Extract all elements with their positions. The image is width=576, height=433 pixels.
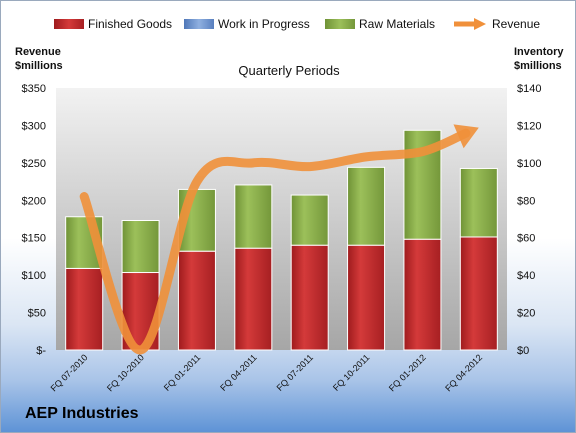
legend-item-finished-goods: Finished Goods (54, 17, 172, 31)
right-axis-title: Inventory $millions (514, 45, 564, 73)
left-axis-title-line1: Revenue (15, 46, 61, 58)
left-tick-label: $350 (22, 83, 46, 95)
legend-label-revenue: Revenue (492, 17, 541, 31)
right-axis-title-line1: Inventory (514, 46, 564, 58)
category-label: FQ 10-2010 (105, 352, 146, 393)
bar-finished-goods-4 (234, 247, 273, 351)
legend-swatch-raw-materials (325, 19, 355, 29)
legend-item-revenue: Revenue (452, 17, 540, 31)
company-name: AEP Industries (25, 405, 139, 422)
left-axis-title: Revenue $millions (15, 45, 63, 73)
legend-label-work-in-progress: Work in Progress (218, 17, 310, 31)
bar-raw-materials-4 (234, 184, 273, 249)
bar-raw-materials-2 (121, 219, 160, 274)
category-label: FQ 01-2012 (387, 352, 428, 393)
right-axis-title-line2: $millions (514, 60, 562, 72)
legend-label-finished-goods: Finished Goods (88, 17, 173, 31)
category-label: FQ 04-2012 (443, 352, 484, 393)
legend-swatch-work-in-progress (184, 19, 214, 29)
right-tick-label: $60 (517, 233, 535, 245)
category-label: FQ 01-2011 (162, 352, 203, 393)
left-tick-label: $200 (22, 195, 46, 207)
right-tick-label: $120 (517, 120, 541, 132)
category-label: FQ 07-2011 (275, 352, 316, 393)
left-axis-title-line2: $millions (15, 60, 63, 72)
legend-swatch-revenue (454, 18, 486, 30)
left-tick-label: $50 (28, 308, 46, 320)
right-tick-label: $40 (517, 270, 535, 282)
left-tick-label: $100 (22, 270, 46, 282)
bar-finished-goods-7 (403, 238, 442, 351)
legend-swatch-finished-goods (54, 19, 84, 29)
bar-finished-goods-6 (347, 244, 386, 351)
bar-finished-goods-5 (290, 244, 329, 351)
revenue-line (79, 128, 471, 355)
legend-label-raw-materials: Raw Materials (359, 17, 436, 31)
category-label: FQ 10-2011 (331, 352, 372, 393)
right-tick-label: $0 (517, 345, 529, 357)
left-tick-label: $- (36, 345, 46, 357)
right-tick-label: $100 (517, 158, 541, 170)
right-tick-label: $140 (517, 83, 541, 95)
left-tick-label: $300 (22, 120, 46, 132)
revenue-arrowhead (453, 124, 479, 149)
chart-subtitle: Quarterly Periods (238, 63, 340, 78)
category-label: FQ 04-2011 (218, 352, 259, 393)
revenue-line-group (79, 124, 479, 355)
right-tick-label: $20 (517, 308, 535, 320)
category-label: FQ 07-2010 (49, 352, 90, 393)
bar-raw-materials-5 (290, 194, 329, 246)
right-tick-label: $80 (517, 195, 535, 207)
left-tick-label: $150 (22, 233, 46, 245)
legend-item-raw-materials: Raw Materials (325, 17, 435, 31)
left-axis-ticks: $- $50 $100 $150 $200 $250 $300 $350 (22, 83, 47, 357)
bar-finished-goods-3 (177, 250, 216, 351)
bar-finished-goods-1 (65, 267, 104, 351)
left-tick-label: $250 (22, 158, 46, 170)
bar-finished-goods-8 (459, 236, 498, 351)
category-labels: FQ 07-2010 FQ 10-2010 FQ 01-2011 FQ 04-2011… (49, 352, 485, 393)
legend: Finished Goods Work in Progress Raw Mate… (1, 17, 575, 35)
bar-raw-materials-8 (459, 167, 498, 238)
bar-raw-materials-6 (347, 166, 386, 246)
right-axis-ticks: $0 $20 $40 $60 $80 $100 $120 $140 (517, 83, 541, 357)
legend-item-work-in-progress: Work in Progress (184, 17, 310, 31)
